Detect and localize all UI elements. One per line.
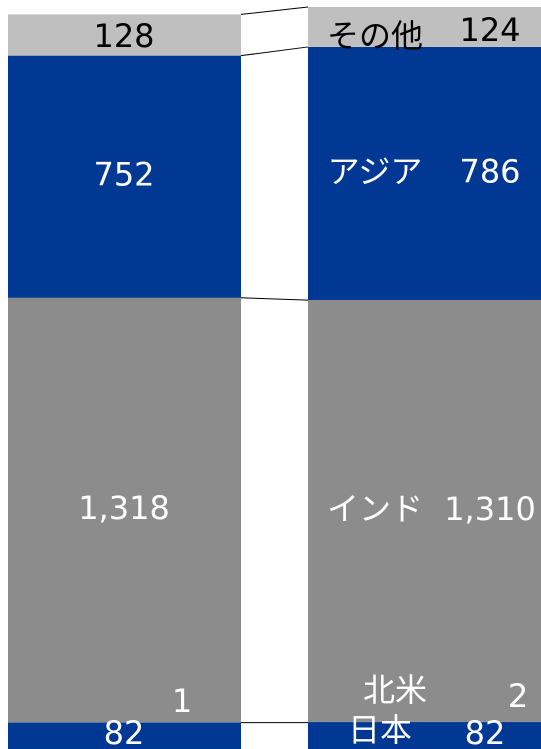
value-label: 128 (93, 17, 154, 55)
value-label: 1,318 (78, 489, 170, 527)
series-label: その他 (327, 17, 423, 55)
bar-segment (308, 7, 541, 47)
bar-segment (308, 46, 541, 301)
series-label: 日本 (348, 711, 412, 749)
bar-segment (308, 722, 541, 749)
connector-line (240, 6, 309, 15)
bar-segment (308, 721, 541, 723)
series-label: アジア (328, 152, 423, 190)
value-label: 2 (508, 677, 528, 715)
series-label: インド (327, 490, 423, 528)
value-label: 124 (459, 11, 520, 49)
bar-segment (8, 55, 241, 298)
value-label: 1,310 (444, 490, 536, 528)
value-label: 82 (465, 714, 506, 749)
value-label: 1 (172, 682, 192, 720)
connector-line (240, 297, 309, 301)
bar-segment (8, 297, 241, 723)
bar-segment (308, 300, 541, 722)
series-label: 北米 (363, 671, 427, 709)
bar-segment (8, 722, 241, 749)
value-label: 752 (93, 156, 154, 194)
bar-segment (8, 14, 241, 56)
value-label: 786 (459, 152, 520, 190)
connector-line (240, 46, 309, 57)
value-label: 82 (104, 714, 145, 749)
